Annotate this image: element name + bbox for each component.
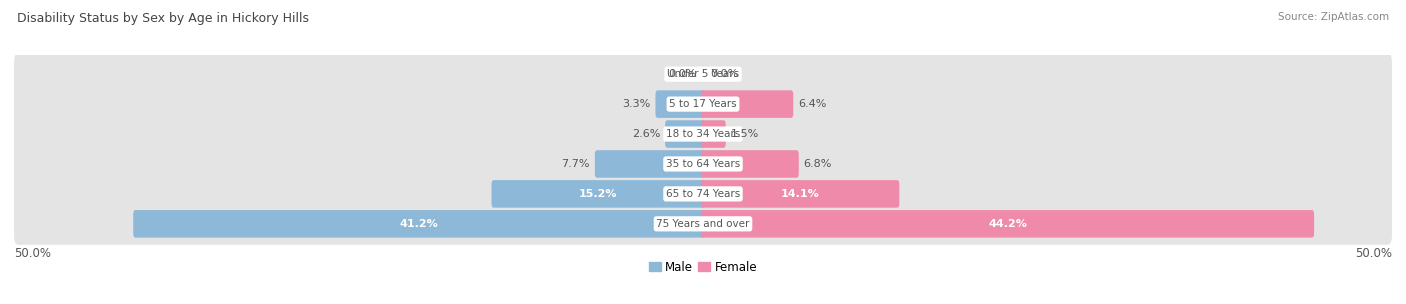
FancyBboxPatch shape <box>702 150 799 178</box>
FancyBboxPatch shape <box>14 53 1392 95</box>
Text: Disability Status by Sex by Age in Hickory Hills: Disability Status by Sex by Age in Hicko… <box>17 12 309 25</box>
Text: 5 to 17 Years: 5 to 17 Years <box>669 99 737 109</box>
FancyBboxPatch shape <box>702 90 793 118</box>
FancyBboxPatch shape <box>14 83 1392 125</box>
Text: 50.0%: 50.0% <box>14 247 51 260</box>
Text: 41.2%: 41.2% <box>399 219 439 229</box>
Text: 7.7%: 7.7% <box>561 159 591 169</box>
Text: 14.1%: 14.1% <box>780 189 820 199</box>
Text: 2.6%: 2.6% <box>631 129 661 139</box>
Text: 18 to 34 Years: 18 to 34 Years <box>666 129 740 139</box>
Text: 1.5%: 1.5% <box>731 129 759 139</box>
Text: Source: ZipAtlas.com: Source: ZipAtlas.com <box>1278 12 1389 22</box>
Legend: Male, Female: Male, Female <box>644 256 762 278</box>
Text: 44.2%: 44.2% <box>988 219 1026 229</box>
FancyBboxPatch shape <box>14 113 1392 155</box>
Text: 15.2%: 15.2% <box>579 189 617 199</box>
FancyBboxPatch shape <box>655 90 704 118</box>
Text: 3.3%: 3.3% <box>623 99 651 109</box>
Text: 6.8%: 6.8% <box>804 159 832 169</box>
FancyBboxPatch shape <box>134 210 704 238</box>
FancyBboxPatch shape <box>665 120 704 148</box>
Text: 6.4%: 6.4% <box>799 99 827 109</box>
Text: 65 to 74 Years: 65 to 74 Years <box>666 189 740 199</box>
Text: 75 Years and over: 75 Years and over <box>657 219 749 229</box>
Text: 0.0%: 0.0% <box>668 69 696 79</box>
FancyBboxPatch shape <box>14 143 1392 185</box>
FancyBboxPatch shape <box>702 120 725 148</box>
FancyBboxPatch shape <box>492 180 704 208</box>
FancyBboxPatch shape <box>14 203 1392 245</box>
FancyBboxPatch shape <box>702 210 1315 238</box>
Text: 35 to 64 Years: 35 to 64 Years <box>666 159 740 169</box>
FancyBboxPatch shape <box>14 173 1392 215</box>
Text: 50.0%: 50.0% <box>1355 247 1392 260</box>
Text: Under 5 Years: Under 5 Years <box>666 69 740 79</box>
Text: 0.0%: 0.0% <box>710 69 738 79</box>
FancyBboxPatch shape <box>702 180 900 208</box>
FancyBboxPatch shape <box>595 150 704 178</box>
